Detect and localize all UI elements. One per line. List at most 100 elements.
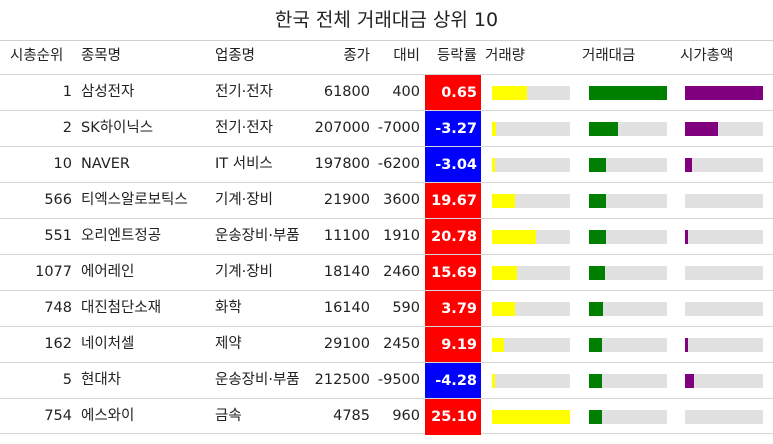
table-row: 5 현대차 운송장비·부품 212500 -9500 -4.28 [0, 362, 773, 399]
rate-cell: 15.69 [425, 255, 481, 291]
table-row: 566 티엑스알로보틱스 기계·장비 21900 3600 19.67 [0, 182, 773, 219]
diff-cell: 2460 [383, 264, 420, 280]
volume-bar-track [492, 86, 570, 100]
mcap-bar [685, 158, 693, 172]
name-cell: 네이처셀 [81, 336, 135, 352]
name-cell: 티엑스알로보틱스 [81, 192, 188, 208]
rank-cell: 1077 [35, 264, 72, 280]
diff-cell: 960 [392, 408, 420, 424]
mcap-bar [685, 338, 688, 352]
value-bar [589, 230, 607, 244]
mcap-bar-track [685, 122, 763, 136]
rank-cell: 5 [62, 372, 72, 388]
close-cell: 18140 [323, 264, 370, 280]
name-cell: 삼성전자 [81, 84, 135, 100]
volume-bar [492, 122, 496, 136]
mcap-bar-track [685, 158, 763, 172]
table-row: 10 NAVER IT 서비스 197800 -6200 -3.04 [0, 146, 773, 183]
name-cell: 현대차 [81, 372, 122, 388]
table-row: 162 네이처셀 제약 29100 2450 9.19 [0, 326, 773, 363]
rate-cell: 0.65 [425, 75, 481, 111]
table-row: 1 삼성전자 전기·전자 61800 400 0.65 [0, 74, 773, 111]
sector-cell: 전기·전자 [215, 84, 273, 100]
rank-cell: 551 [44, 228, 72, 244]
volume-bar [492, 194, 516, 208]
name-cell: 오리엔트정공 [81, 228, 162, 244]
volume-bar [492, 86, 528, 100]
close-cell: 207000 [314, 120, 370, 136]
value-bar [589, 122, 618, 136]
name-cell: 대진첨단소재 [81, 300, 162, 316]
sector-cell: 기계·장비 [215, 192, 273, 208]
rate-cell: -4.28 [425, 363, 481, 399]
table-row: 1077 에어레인 기계·장비 18140 2460 15.69 [0, 254, 773, 291]
header-mcap: 시가총액 [680, 48, 734, 64]
name-cell: SK하이닉스 [81, 120, 154, 136]
value-bar [589, 158, 607, 172]
diff-cell: -6200 [377, 156, 420, 172]
rank-cell: 748 [44, 300, 72, 316]
volume-bar-track [492, 302, 570, 316]
diff-cell: -9500 [377, 372, 420, 388]
sector-cell: 기계·장비 [215, 264, 273, 280]
rank-cell: 10 [53, 156, 72, 172]
value-bar [589, 266, 605, 280]
volume-bar-track [492, 410, 570, 424]
diff-cell: -7000 [377, 120, 420, 136]
volume-bar-track [492, 158, 570, 172]
value-bar [589, 302, 604, 316]
value-bar-track [589, 374, 667, 388]
value-bar-track [589, 158, 667, 172]
rate-cell: -3.04 [425, 147, 481, 183]
rank-cell: 754 [44, 408, 72, 424]
close-cell: 197800 [314, 156, 370, 172]
mcap-bar-track [685, 86, 763, 100]
value-bar-track [589, 122, 667, 136]
close-cell: 11100 [323, 228, 370, 244]
table-row: 2 SK하이닉스 전기·전자 207000 -7000 -3.27 [0, 110, 773, 147]
rank-cell: 1 [62, 84, 72, 100]
volume-bar-track [492, 194, 570, 208]
header-diff: 대비 [393, 48, 420, 64]
chart-title: 한국 전체 거래대금 상위 10 [274, 9, 499, 31]
table-row: 754 에스와이 금속 4785 960 25.10 [0, 398, 773, 435]
header-volume: 거래량 [485, 48, 526, 64]
value-bar-track [589, 230, 667, 244]
value-bar [589, 86, 667, 100]
rank-cell: 566 [44, 192, 72, 208]
header-sector: 업종명 [215, 48, 256, 64]
diff-cell: 1910 [383, 228, 420, 244]
mcap-bar-track [685, 266, 763, 280]
value-bar-track [589, 86, 667, 100]
rate-cell: 25.10 [425, 399, 481, 435]
name-cell: 에스와이 [81, 408, 135, 424]
volume-bar [492, 302, 516, 316]
rate-cell: 20.78 [425, 219, 481, 255]
sector-cell: 금속 [215, 408, 242, 424]
mcap-bar [685, 230, 688, 244]
sector-cell: 화학 [215, 300, 242, 316]
value-bar [589, 194, 607, 208]
mcap-bar-track [685, 194, 763, 208]
close-cell: 4785 [333, 408, 370, 424]
header-close: 종가 [343, 48, 370, 64]
close-cell: 29100 [323, 336, 370, 352]
rate-cell: -3.27 [425, 111, 481, 147]
header-rate: 등락률 [436, 48, 477, 64]
diff-cell: 400 [392, 84, 420, 100]
mcap-bar-track [685, 338, 763, 352]
close-cell: 21900 [323, 192, 370, 208]
volume-bar [492, 230, 536, 244]
value-bar-track [589, 266, 667, 280]
sector-cell: 전기·전자 [215, 120, 273, 136]
value-bar-track [589, 410, 667, 424]
mcap-bar [685, 122, 718, 136]
table-row: 551 오리엔트정공 운송장비·부품 11100 1910 20.78 [0, 218, 773, 255]
volume-bar-track [492, 230, 570, 244]
sector-cell: IT 서비스 [215, 156, 273, 172]
close-cell: 212500 [314, 372, 370, 388]
mcap-bar-track [685, 410, 763, 424]
volume-bar-track [492, 374, 570, 388]
mcap-bar-track [685, 302, 763, 316]
mcap-bar-track [685, 230, 763, 244]
